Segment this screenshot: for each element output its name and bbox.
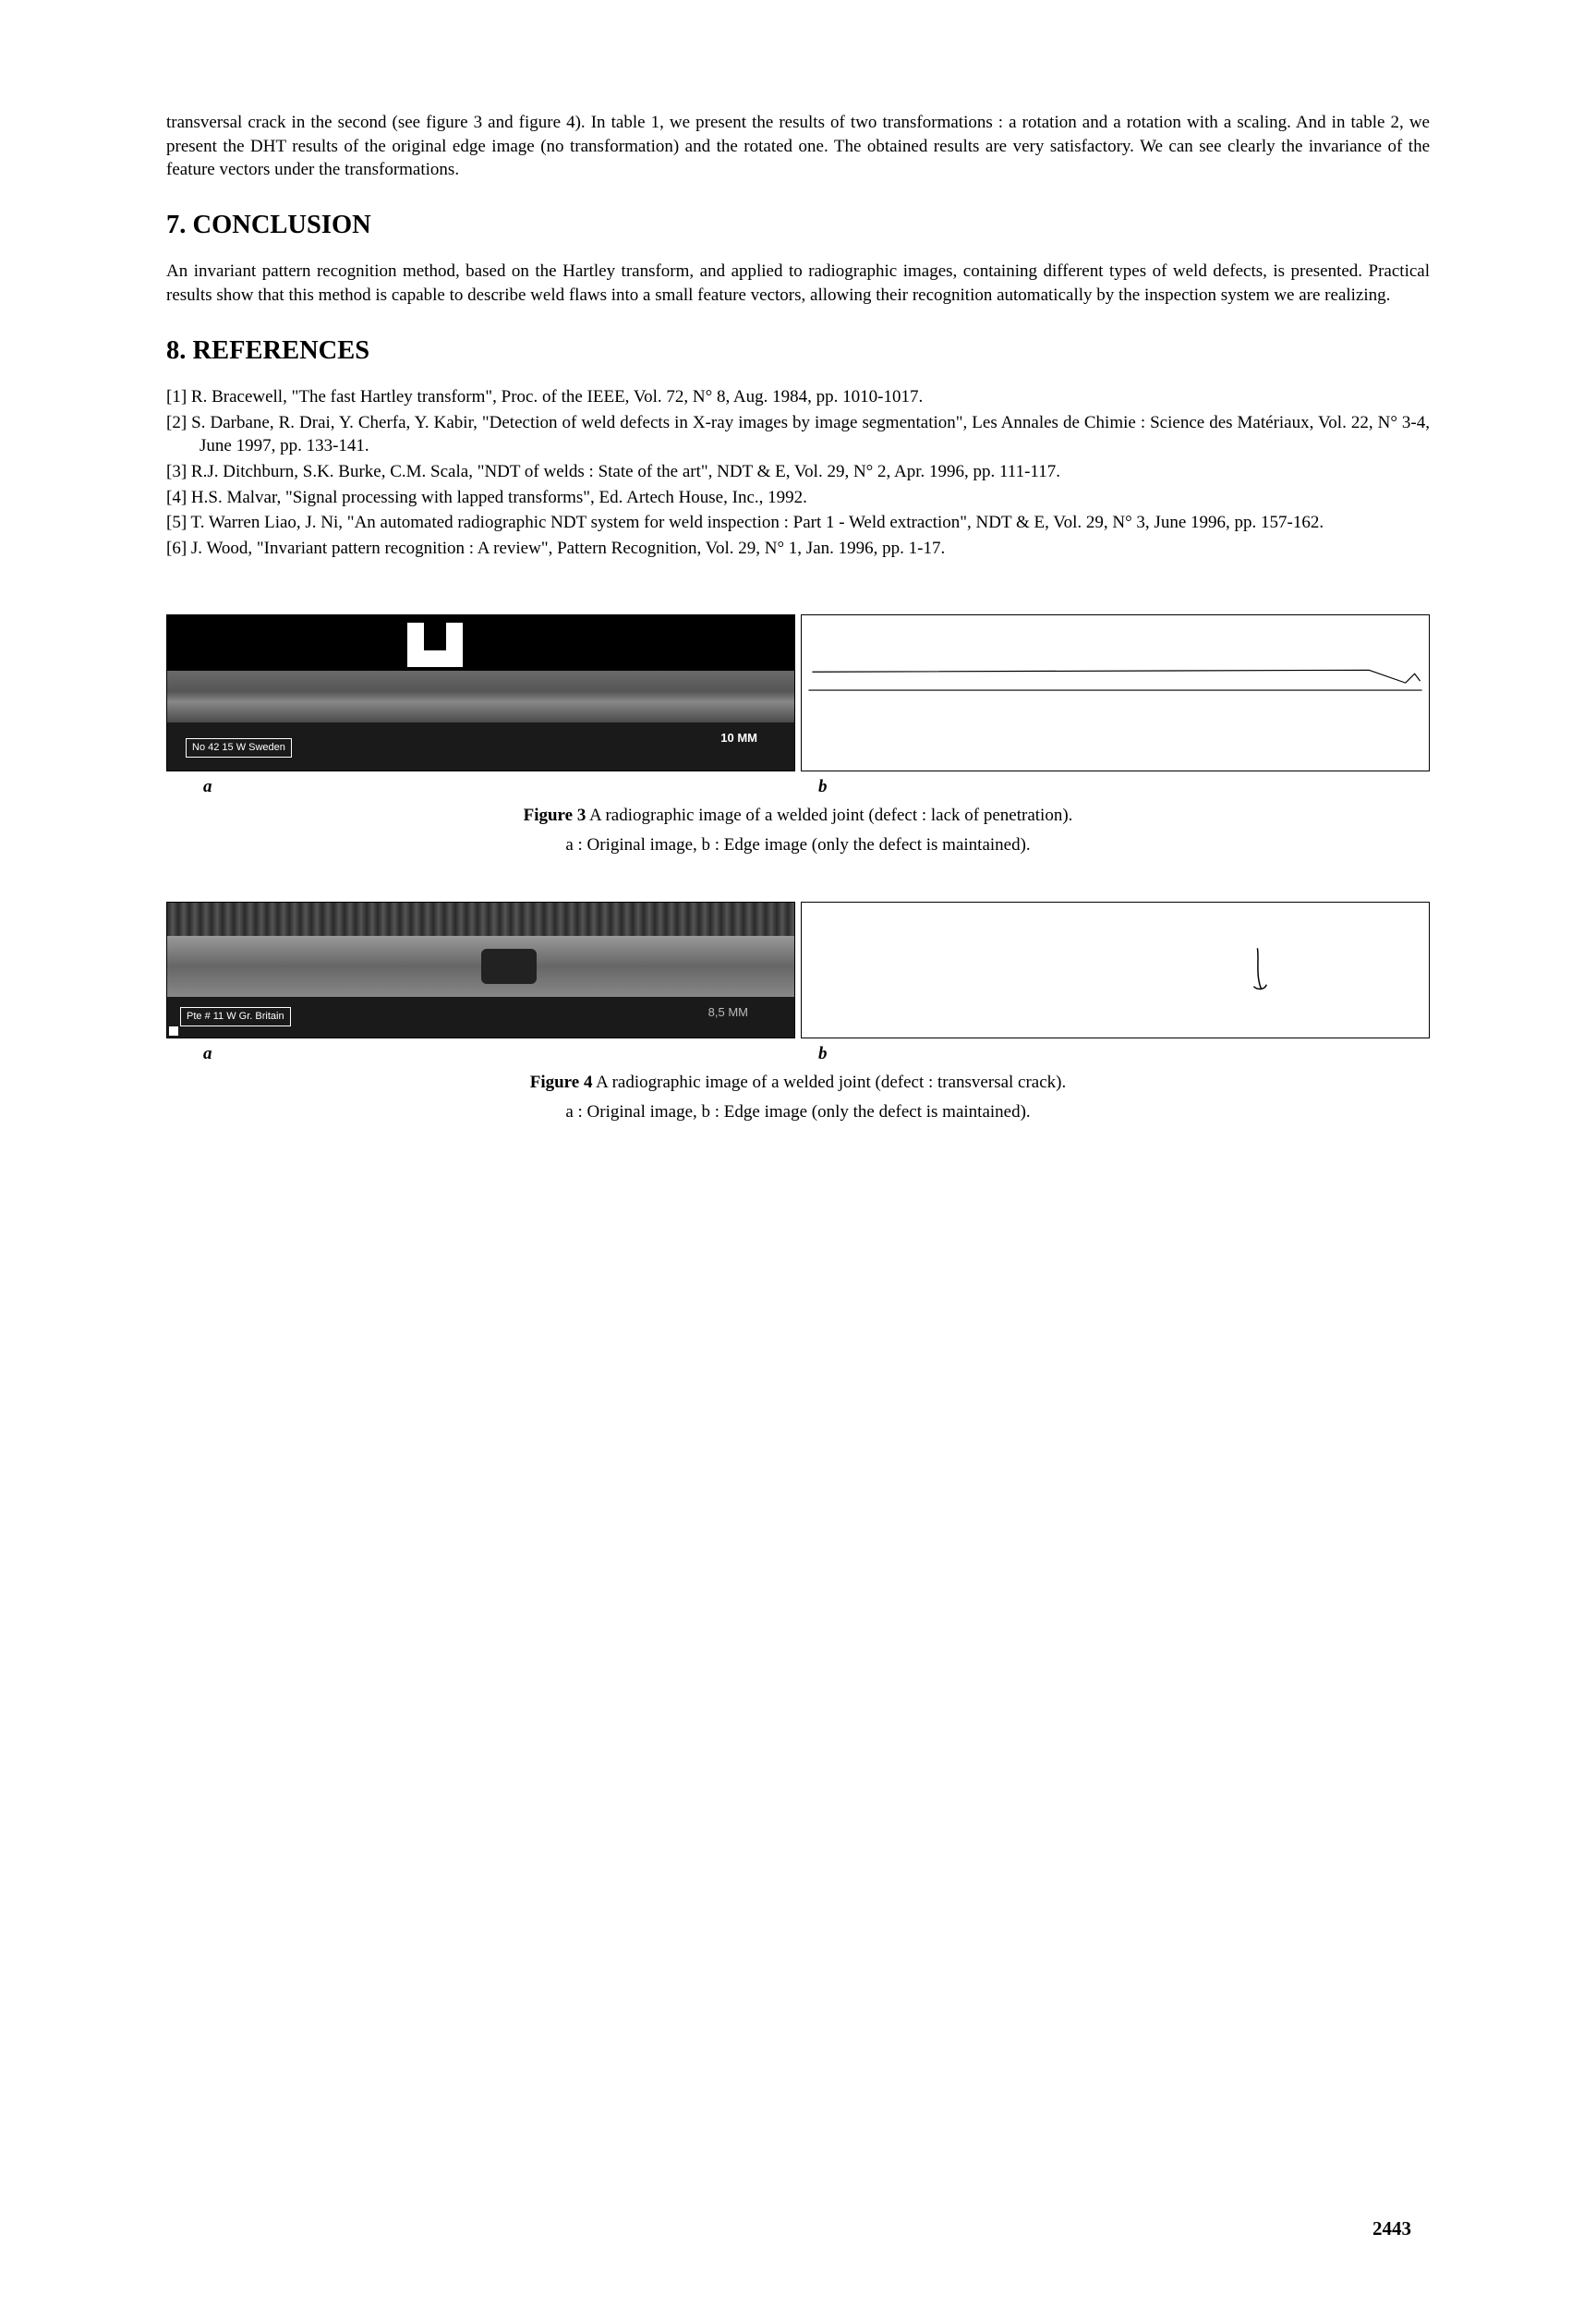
intro-paragraph: transversal crack in the second (see fig… [166,111,1430,182]
fig4a-top-region [167,903,794,936]
figure-4b-panel [801,902,1430,1038]
fig4a-tag-label: Pte # 11 W Gr. Britain [180,1007,291,1026]
reference-item: [6] J. Wood, "Invariant pattern recognit… [166,537,1430,561]
figure-4-label-a: a [166,1042,815,1066]
fig3b-defect-line-1 [812,670,1420,683]
fig4a-defect-blob [481,949,537,984]
conclusion-paragraph: An invariant pattern recognition method,… [166,260,1430,307]
references-heading: 8. REFERENCES [166,334,1430,369]
figure-4-caption: Figure 4 A radiographic image of a welde… [166,1071,1430,1095]
reference-item: [5] T. Warren Liao, J. Ni, "An automated… [166,511,1430,535]
figure-4-label-b: b [815,1042,1430,1066]
figure-4-caption-bold: Figure 4 [530,1073,593,1092]
figure-4: Pte # 11 W Gr. Britain 8,5 MM a b Figure… [166,902,1430,1124]
figure-3-caption: Figure 3 A radiographic image of a welde… [166,804,1430,828]
figure-3b-panel [801,614,1430,771]
fig3a-weld-band [167,671,794,722]
fig3a-marker-shape [407,623,463,667]
fig4b-defect-crack [1253,948,1266,989]
figure-3: No 42 15 W Sweden 10 MM a b Figure 3 A r… [166,614,1430,857]
figure-3-caption-text: A radiographic image of a welded joint (… [586,806,1072,825]
figure-4-caption-text: A radiographic image of a welded joint (… [592,1073,1066,1092]
fig3a-black-region [167,615,794,671]
reference-item: [2] S. Darbane, R. Drai, Y. Cherfa, Y. K… [166,411,1430,458]
figure-3-row: No 42 15 W Sweden 10 MM [166,614,1430,771]
reference-item: [3] R.J. Ditchburn, S.K. Burke, C.M. Sca… [166,460,1430,484]
figure-3-label-b: b [815,775,1430,799]
page-number: 2443 [1372,2215,1411,2241]
figure-3-label-a: a [166,775,815,799]
figure-4-caption-sub: a : Original image, b : Edge image (only… [166,1100,1430,1124]
figure-4-labels: a b [166,1042,1430,1066]
figure-3a-panel: No 42 15 W Sweden 10 MM [166,614,795,771]
fig4a-corner-square [169,1026,178,1036]
figure-4a-panel: Pte # 11 W Gr. Britain 8,5 MM [166,902,795,1038]
reference-item: [4] H.S. Malvar, "Signal processing with… [166,486,1430,510]
fig4b-edge-svg [802,903,1429,1038]
conclusion-heading: 7. CONCLUSION [166,208,1430,243]
fig3b-edge-svg [802,615,1429,771]
figure-3-caption-bold: Figure 3 [524,806,586,825]
figure-3-labels: a b [166,775,1430,799]
reference-item: [1] R. Bracewell, "The fast Hartley tran… [166,385,1430,409]
references-list: [1] R. Bracewell, "The fast Hartley tran… [166,385,1430,560]
fig4a-scale-label: 8,5 MM [708,1004,748,1021]
fig3a-scale-label: 10 MM [720,730,757,746]
figure-3-caption-sub: a : Original image, b : Edge image (only… [166,833,1430,857]
figure-4-row: Pte # 11 W Gr. Britain 8,5 MM [166,902,1430,1038]
fig3a-tag-label: No 42 15 W Sweden [186,738,292,758]
